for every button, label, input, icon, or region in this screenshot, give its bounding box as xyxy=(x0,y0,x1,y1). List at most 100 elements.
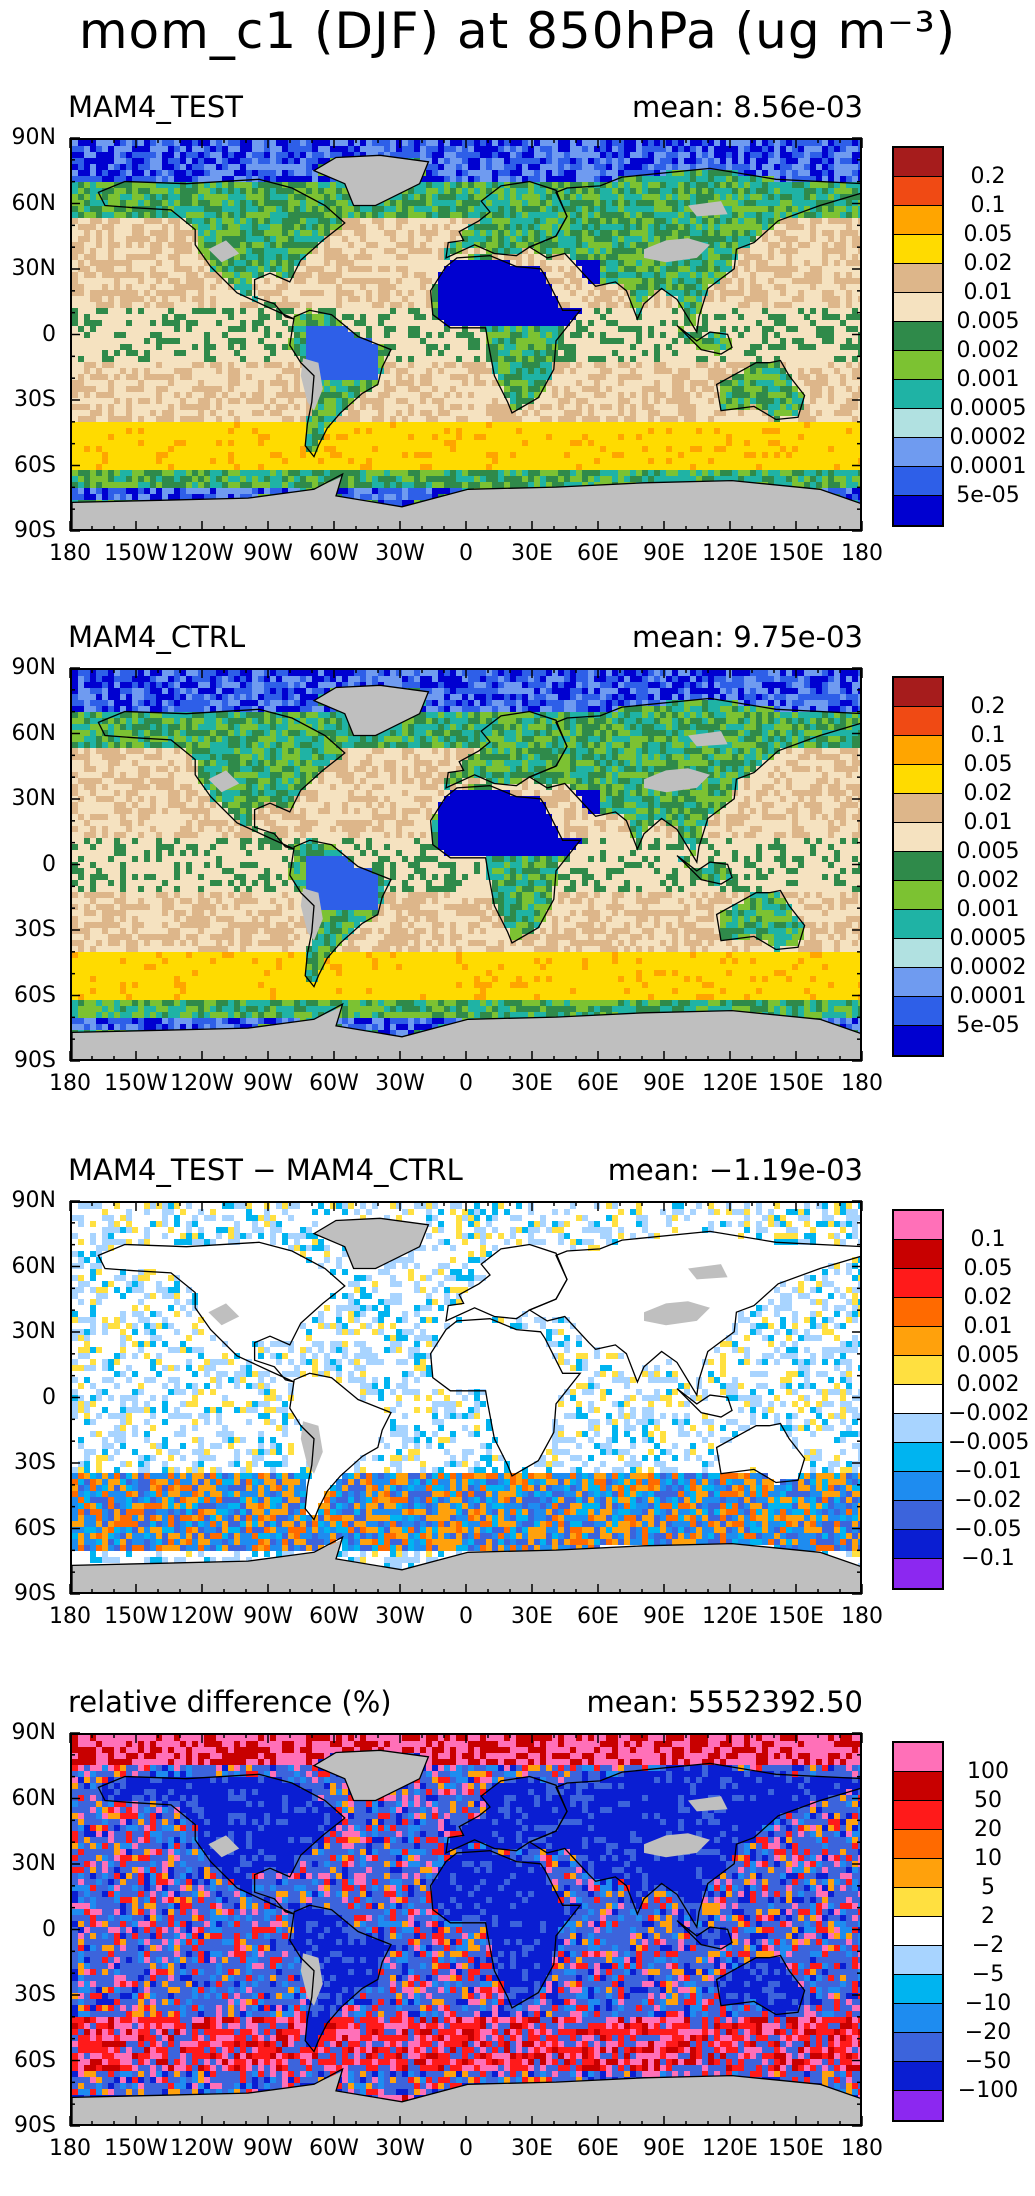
lat-tick-label: 90S xyxy=(0,1581,56,1606)
masked-region xyxy=(300,888,323,941)
panel-title: relative difference (%) xyxy=(68,1685,392,1719)
masked-region xyxy=(688,1796,728,1812)
colorbar-swatch xyxy=(894,1211,942,1240)
coastline-indonesia xyxy=(676,325,733,355)
coastline-indonesia xyxy=(676,1920,733,1950)
lat-tick-label: 30N xyxy=(0,256,56,281)
map-plot-area xyxy=(70,668,862,1061)
masked-region xyxy=(72,1539,860,1592)
colorbar-swatch xyxy=(894,1240,942,1269)
coastline-europe xyxy=(445,1775,568,1854)
map-plot-area xyxy=(70,1201,862,1594)
lat-tick-label: 90N xyxy=(0,1720,56,1745)
coastline-asia xyxy=(528,1762,860,1929)
coastline-greenland xyxy=(312,1217,430,1270)
panel-title: MAM4_TEST − MAM4_CTRL xyxy=(68,1153,463,1187)
coastline-greenland xyxy=(312,154,430,207)
colorbar-swatch xyxy=(894,264,942,293)
colorbar-label: 0.1 xyxy=(948,1227,1028,1252)
lon-tick-label: 180 xyxy=(35,1604,105,1629)
lat-tick-label: 90N xyxy=(0,1188,56,1213)
lon-tick-label: 0 xyxy=(431,541,501,566)
colorbar-swatch xyxy=(894,322,942,351)
colorbar-label: 0.002 xyxy=(948,868,1028,893)
colorbar-label: 0.05 xyxy=(948,222,1028,247)
colorbar-swatch xyxy=(894,148,942,177)
colorbar-swatch xyxy=(894,1888,942,1917)
lon-tick-label: 60E xyxy=(563,1604,633,1629)
lon-tick-label: 180 xyxy=(827,1604,897,1629)
panel-title: MAM4_TEST xyxy=(68,90,243,124)
coastline-australia xyxy=(715,359,806,421)
colorbar-label: 0.01 xyxy=(948,280,1028,305)
colorbar-label: 5e-05 xyxy=(948,483,1028,508)
lat-tick-label: 90N xyxy=(0,655,56,680)
colorbar-swatch xyxy=(894,1772,942,1801)
map-panel: relative difference (%) mean: 5552392.50 9… xyxy=(0,1685,1035,2196)
colorbar-label: −100 xyxy=(948,2078,1028,2103)
colorbar-swatch xyxy=(894,2004,942,2033)
figure-title: mom_c1 (DJF) at 850hPa (ug m⁻³) xyxy=(0,2,1035,60)
colorbar-label: 0.0002 xyxy=(948,955,1028,980)
colorbar-swatch xyxy=(894,1530,942,1559)
lon-tick-label: 90W xyxy=(233,1604,303,1629)
lon-tick-label: 150E xyxy=(761,1604,831,1629)
coastline-europe xyxy=(445,710,568,789)
lon-tick-label: 180 xyxy=(35,2136,105,2161)
masked-region xyxy=(72,476,860,529)
map-svg xyxy=(72,1735,860,2124)
map-plot-area xyxy=(70,138,862,531)
lon-tick-label: 60E xyxy=(563,541,633,566)
colorbar-label: 0.1 xyxy=(948,193,1028,218)
masked-region xyxy=(72,1006,860,1059)
map-svg xyxy=(72,670,860,1059)
colorbar-swatch xyxy=(894,1801,942,1830)
lat-tick-label: 60S xyxy=(0,983,56,1008)
colorbar-swatch xyxy=(894,235,942,264)
lat-tick-label: 60S xyxy=(0,1516,56,1541)
masked-region xyxy=(208,770,240,793)
colorbar-label: 0.0001 xyxy=(948,454,1028,479)
colorbar-swatch xyxy=(894,794,942,823)
lon-tick-label: 180 xyxy=(827,2136,897,2161)
lon-tick-label: 0 xyxy=(431,1071,501,1096)
lon-tick-label: 60E xyxy=(563,2136,633,2161)
colorbar-label: −2 xyxy=(948,1933,1028,1958)
map-panel: MAM4_TEST − MAM4_CTRL mean: −1.19e-03 90N 6… xyxy=(0,1153,1035,1664)
colorbar-swatch xyxy=(894,1414,942,1443)
colorbar-swatch xyxy=(894,206,942,235)
lon-tick-label: 150E xyxy=(761,1071,831,1096)
lat-tick-label: 60N xyxy=(0,191,56,216)
coastline-south-america xyxy=(289,1904,392,2053)
colorbar-swatch xyxy=(894,293,942,322)
lat-tick-label: 0 xyxy=(0,1385,56,1410)
map-svg xyxy=(72,1203,860,1592)
colorbar-label: −0.005 xyxy=(948,1430,1029,1455)
lon-tick-label: 90E xyxy=(629,1071,699,1096)
lon-tick-label: 120W xyxy=(167,2136,237,2161)
panel-title: MAM4_CTRL xyxy=(68,620,245,654)
lat-tick-label: 60N xyxy=(0,1254,56,1279)
colorbar-swatch xyxy=(894,2033,942,2062)
colorbar-label: 0.05 xyxy=(948,1256,1028,1281)
lat-tick-label: 0 xyxy=(0,322,56,347)
coastline-asia xyxy=(528,167,860,334)
colorbar-label: 0.005 xyxy=(948,839,1028,864)
colorbar-swatch xyxy=(894,1385,942,1414)
panel-mean: mean: 5552392.50 xyxy=(586,1685,863,1719)
coastline-asia xyxy=(528,697,860,864)
lon-tick-label: 60E xyxy=(563,1071,633,1096)
lat-tick-label: 0 xyxy=(0,1917,56,1942)
lat-tick-label: 60N xyxy=(0,721,56,746)
colorbar-swatch xyxy=(894,1743,942,1772)
lon-tick-label: 90E xyxy=(629,1604,699,1629)
coastline-antarctica xyxy=(72,1535,860,1592)
colorbar-label: −0.1 xyxy=(948,1546,1028,1571)
colorbar-swatch xyxy=(894,1975,942,2004)
coastline-africa xyxy=(429,255,582,414)
coastline-antarctica xyxy=(72,472,860,529)
masked-region xyxy=(208,240,240,263)
coastline-australia xyxy=(715,1422,806,1484)
coastline-europe xyxy=(445,1243,568,1322)
map-svg xyxy=(72,140,860,529)
